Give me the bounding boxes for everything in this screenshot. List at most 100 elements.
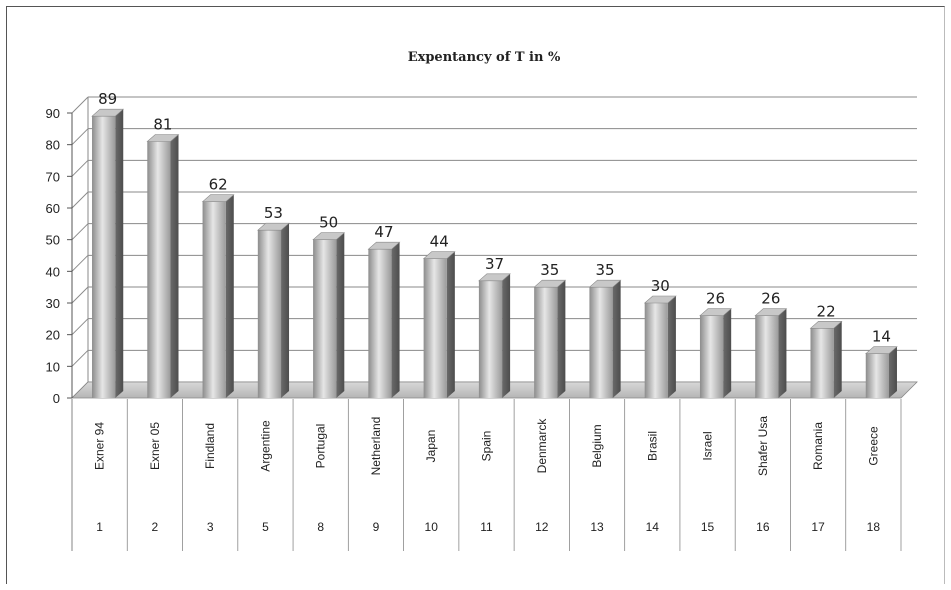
bar-front: [257, 230, 282, 398]
category-label: Belgium: [590, 424, 604, 467]
bar-side: [778, 308, 787, 398]
bar: [588, 279, 622, 398]
bar: [91, 108, 125, 399]
bar: [754, 308, 788, 398]
y-tick-label: 30: [46, 296, 60, 311]
category-number: 11: [480, 520, 493, 534]
gridline-diagonal: [71, 191, 89, 209]
data-label: 35: [540, 261, 559, 279]
bar-front: [92, 116, 116, 399]
category-label: Romania: [811, 422, 825, 470]
bar-side: [281, 223, 290, 398]
y-tick-label: 10: [46, 359, 60, 374]
gridline-diagonal: [71, 96, 89, 114]
bar: [312, 232, 346, 398]
bar-top: [533, 279, 567, 288]
category-label: Exner 05: [148, 422, 162, 470]
bars: [91, 108, 898, 399]
category-label: Japan: [424, 430, 438, 463]
bar-top: [257, 222, 290, 231]
data-label: 37: [485, 255, 504, 273]
bar-front: [534, 287, 558, 398]
data-label: 35: [595, 261, 614, 279]
bar-top: [478, 273, 511, 282]
bar-top: [367, 241, 401, 250]
bar-top: [864, 346, 898, 354]
gridline-diagonal: [71, 286, 89, 304]
bar-front: [368, 249, 392, 398]
bar-front: [699, 315, 724, 398]
bar-side: [612, 280, 621, 398]
bar-top: [643, 295, 677, 304]
bar: [809, 321, 843, 398]
data-labels: 89 81 62 53 50 47 44 37 35 35 30 26 26 22 14: [98, 90, 891, 345]
y-tick-label: 90: [46, 106, 60, 121]
bar-front: [313, 239, 337, 398]
category-number: 1: [96, 520, 103, 534]
data-label: 62: [209, 176, 228, 194]
gridline-diagonal: [71, 254, 89, 272]
y-tick-label: 60: [46, 201, 60, 216]
bar: [533, 279, 567, 398]
category-label: Denmarck: [535, 418, 549, 474]
bar: [478, 273, 511, 398]
category-label: Netherland: [369, 417, 383, 476]
category-label: Brasil: [645, 431, 659, 461]
category-label: Greece: [866, 426, 880, 466]
y-tick-label: 80: [46, 138, 60, 153]
category-label: Portugal: [314, 424, 328, 469]
bar-front: [147, 141, 171, 398]
gridline-diagonal: [71, 128, 89, 146]
data-label: 26: [706, 290, 725, 308]
category-number: 13: [590, 520, 604, 534]
bar-side: [336, 232, 345, 398]
category-label: Argentine: [258, 420, 272, 472]
bar-front: [423, 258, 447, 398]
category-number: 2: [152, 520, 159, 534]
data-label: 53: [264, 204, 283, 222]
category-number: 10: [425, 520, 439, 534]
bar-side: [502, 273, 511, 398]
bar-front: [865, 353, 889, 398]
bar-side: [115, 109, 124, 399]
bar-top: [809, 321, 843, 329]
bar-side: [888, 346, 897, 398]
bar: [864, 346, 898, 398]
gridline-diagonal: [71, 349, 89, 367]
bar-front: [755, 315, 779, 398]
category-label: Spain: [480, 431, 494, 462]
data-label: 89: [98, 90, 117, 108]
category-number: 15: [701, 520, 715, 534]
bar: [257, 222, 290, 398]
bar-front: [810, 328, 834, 398]
bar: [699, 308, 732, 398]
y-tick-label: 0: [53, 391, 60, 406]
y-tick-label: 40: [46, 264, 60, 279]
y-axis: 0 10 20 30 40 50 60 70 80 90: [46, 106, 73, 406]
category-number: 12: [535, 520, 549, 534]
bar-side: [667, 296, 676, 398]
bar-front: [202, 201, 226, 398]
y-tick-label: 50: [46, 233, 60, 248]
bar-top: [91, 108, 125, 117]
y-tick-label: 20: [46, 328, 60, 343]
gridline-diagonal: [71, 159, 89, 177]
bar-front: [478, 280, 503, 398]
bar: [422, 251, 456, 398]
bar-front: [644, 303, 668, 398]
data-label: 26: [761, 290, 780, 308]
data-label: 44: [430, 233, 449, 251]
chart-title: Expentancy of T in %: [408, 50, 561, 65]
category-number: 3: [207, 520, 214, 534]
bar-side: [557, 280, 566, 398]
data-label: 22: [817, 302, 836, 320]
data-label: 50: [319, 214, 338, 232]
category-number: 14: [646, 520, 660, 534]
gridline-diagonal: [71, 318, 89, 336]
category-number: 16: [756, 520, 770, 534]
bar-top: [422, 251, 456, 259]
bar: [643, 295, 677, 398]
bar-front: [589, 287, 613, 398]
category-label: Exner 94: [93, 422, 107, 470]
